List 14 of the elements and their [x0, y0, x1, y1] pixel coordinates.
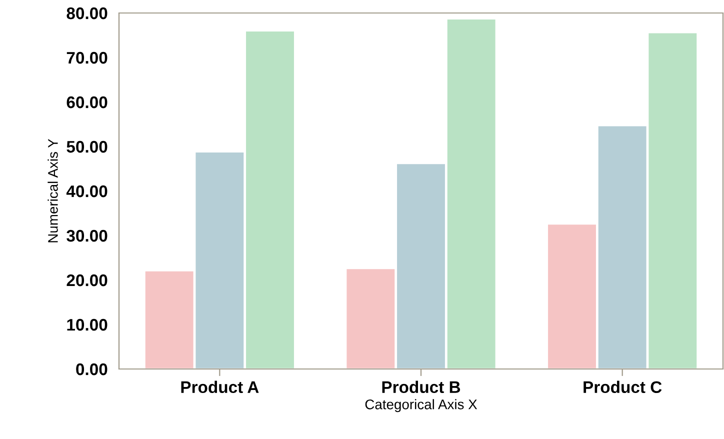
y-tick-label: 0.00 [76, 363, 108, 376]
y-tick-label: 40.00 [66, 185, 108, 198]
y-tick-label: 30.00 [66, 230, 108, 242]
y-tick-label: 70.00 [66, 52, 108, 64]
x-tick-label: Product B [382, 380, 460, 394]
y-axis-title: Numerical Axis Y [48, 138, 58, 242]
y-tick-label: 10.00 [67, 318, 108, 331]
y-tick-label: 80.00 [66, 7, 108, 20]
y-tick-label: 50.00 [66, 140, 108, 153]
x-tick-label: Product A [181, 380, 259, 394]
y-tick-label: 60.00 [66, 96, 108, 108]
x-axis-title: Categorical Axis X [365, 399, 478, 412]
y-tick-label: 20.00 [66, 274, 108, 286]
x-tick-label: Product C [584, 380, 662, 394]
